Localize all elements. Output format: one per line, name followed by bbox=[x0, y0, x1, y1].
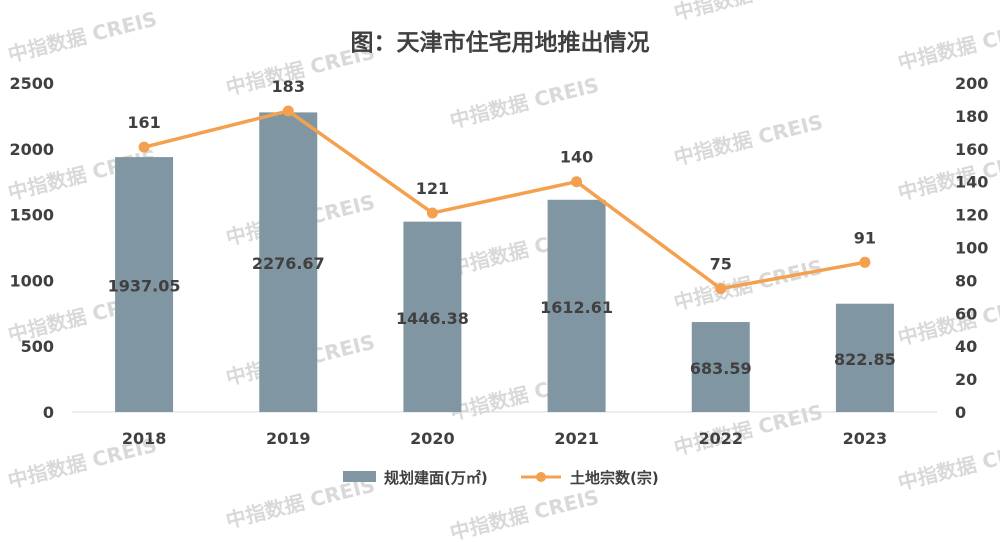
bar bbox=[115, 157, 174, 412]
right-axis-tick-label: 160 bbox=[955, 140, 988, 159]
left-axis-tick-label: 0 bbox=[43, 403, 54, 422]
right-axis-tick-label: 120 bbox=[955, 206, 988, 225]
watermark-text: 中指数据 CREIS bbox=[895, 435, 1000, 495]
right-axis-tick-label: 100 bbox=[955, 239, 988, 258]
legend-line-label: 土地宗数(宗) bbox=[570, 469, 659, 487]
x-axis-tick-label: 2020 bbox=[410, 429, 455, 448]
x-axis: 2018 2019 2020 2021 2022 2023 bbox=[122, 429, 887, 448]
x-axis-tick-label: 2023 bbox=[843, 429, 888, 448]
bar-value-label: 2276.67 bbox=[252, 254, 325, 273]
line-value-label: 140 bbox=[560, 148, 593, 167]
right-axis-tick-label: 200 bbox=[955, 74, 988, 93]
legend: 规划建面(万㎡) 土地宗数(宗) bbox=[343, 469, 659, 487]
line-value-label: 161 bbox=[127, 113, 160, 132]
x-axis-tick-label: 2022 bbox=[698, 429, 743, 448]
line-point bbox=[282, 105, 294, 117]
bar bbox=[403, 221, 462, 412]
series-line bbox=[143, 109, 866, 291]
bar bbox=[259, 112, 318, 412]
bar bbox=[691, 322, 750, 412]
x-axis-tick-label: 2019 bbox=[266, 429, 311, 448]
line-value-label: 121 bbox=[416, 179, 449, 198]
left-axis-tick-label: 2000 bbox=[9, 140, 54, 159]
legend-bar-swatch bbox=[343, 471, 376, 482]
line-point bbox=[859, 256, 871, 268]
x-axis-tick-label: 2021 bbox=[554, 429, 599, 448]
right-axis-tick-label: 0 bbox=[955, 403, 966, 422]
bar-series bbox=[115, 112, 894, 412]
line-value-label: 91 bbox=[854, 228, 876, 247]
left-axis: 0 500 1000 1500 2000 2500 bbox=[9, 74, 54, 422]
left-axis-tick-label: 1000 bbox=[9, 271, 54, 290]
right-axis-tick-label: 40 bbox=[955, 337, 977, 356]
left-axis-tick-label: 1500 bbox=[9, 206, 54, 225]
line-point bbox=[571, 176, 583, 188]
bar bbox=[547, 199, 606, 412]
bar-label-layer: 1937.05 2276.67 1446.38 1612.61 683.59 822.85 bbox=[108, 254, 896, 378]
bar-value-label: 1612.61 bbox=[540, 298, 613, 317]
right-axis-tick-label: 20 bbox=[955, 370, 977, 389]
line-series bbox=[138, 105, 871, 295]
watermark-text: 中指数据 CREIS bbox=[5, 7, 159, 67]
bar bbox=[835, 303, 894, 412]
line-point bbox=[426, 207, 438, 219]
watermark-text: 中指数据 CREIS bbox=[671, 0, 825, 25]
bar-value-label: 683.59 bbox=[690, 359, 752, 378]
x-axis-tick-label: 2018 bbox=[122, 429, 167, 448]
right-axis-tick-label: 60 bbox=[955, 304, 977, 323]
watermark-text: 中指数据 CREIS bbox=[895, 15, 1000, 75]
watermark-text: 中指数据 CREIS bbox=[447, 485, 601, 542]
right-axis: 0 20 40 60 80 100 120 140 160 180 200 bbox=[955, 74, 988, 422]
line-value-label: 75 bbox=[710, 255, 732, 274]
line-label-layer: 161 183 121 140 75 91 bbox=[127, 77, 876, 274]
watermark-text: 中指数据 CREIS bbox=[671, 110, 825, 170]
legend-bar-label: 规划建面(万㎡) bbox=[384, 469, 488, 487]
watermark-text: 中指数据 CREIS bbox=[447, 73, 601, 133]
right-axis-tick-label: 140 bbox=[955, 173, 988, 192]
legend-line-marker bbox=[536, 472, 546, 482]
bar-value-label: 1446.38 bbox=[396, 309, 469, 328]
line-point bbox=[715, 283, 727, 295]
right-axis-tick-label: 80 bbox=[955, 271, 977, 290]
left-axis-tick-label: 2500 bbox=[9, 74, 54, 93]
left-axis-tick-label: 500 bbox=[21, 337, 54, 356]
line-value-label: 183 bbox=[272, 77, 305, 96]
watermark-text: 中指数据 CREIS bbox=[895, 290, 1000, 350]
chart-title: 图：天津市住宅用地推出情况 bbox=[351, 29, 650, 56]
bar-value-label: 1937.05 bbox=[108, 277, 181, 296]
right-axis-tick-label: 180 bbox=[955, 107, 988, 126]
line-point bbox=[138, 141, 150, 153]
bar-value-label: 822.85 bbox=[834, 350, 896, 369]
